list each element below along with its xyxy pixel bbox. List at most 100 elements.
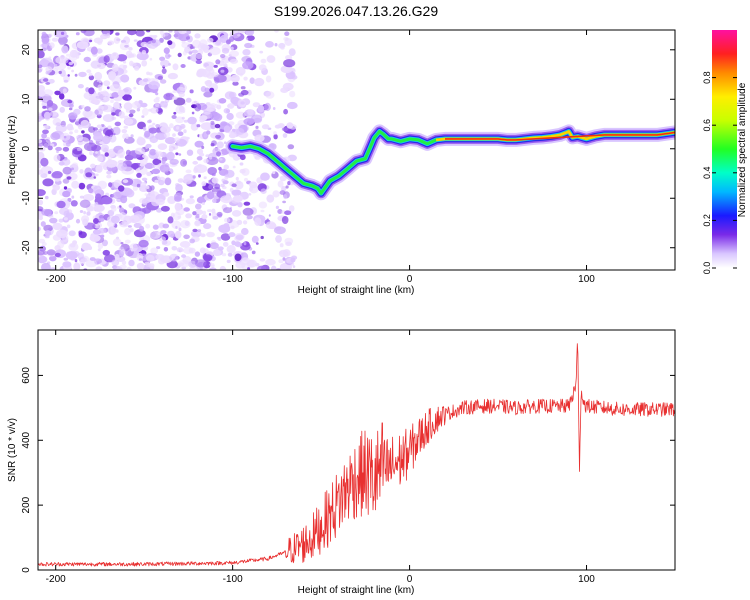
noise-speckle — [163, 247, 169, 252]
noise-speckle — [144, 193, 148, 196]
noise-speckle — [81, 104, 85, 109]
noise-speckle — [116, 54, 128, 62]
noise-speckle — [284, 31, 290, 36]
noise-speckle — [167, 72, 178, 80]
noise-speckle — [40, 173, 48, 178]
noise-speckle — [71, 167, 74, 171]
noise-speckle — [209, 242, 219, 250]
x-tick-label: 100 — [578, 274, 595, 285]
noise-speckle — [123, 115, 129, 120]
noise-speckle — [53, 154, 61, 162]
noise-speckle — [235, 261, 246, 269]
noise-speckle — [71, 69, 74, 73]
noise-speckle — [167, 196, 177, 204]
noise-speckle — [44, 230, 52, 237]
noise-speckle — [255, 125, 259, 129]
noise-speckle — [56, 229, 68, 239]
noise-speckle — [138, 239, 149, 248]
noise-speckle — [54, 252, 61, 258]
noise-speckle — [79, 195, 84, 199]
noise-speckle — [151, 39, 156, 44]
noise-speckle — [130, 248, 134, 252]
noise-speckle — [40, 43, 46, 48]
noise-speckle — [200, 44, 210, 51]
noise-speckle — [232, 195, 243, 203]
noise-speckle — [119, 212, 127, 221]
noise-speckle — [129, 227, 134, 233]
noise-speckle — [209, 46, 221, 56]
noise-speckle — [47, 45, 51, 49]
noise-speckle — [95, 266, 103, 270]
noise-speckle — [47, 33, 53, 38]
noise-speckle — [39, 214, 43, 218]
noise-speckle — [95, 193, 102, 201]
noise-speckle — [203, 223, 212, 230]
noise-speckle — [282, 257, 286, 261]
noise-speckle — [194, 259, 207, 268]
noise-speckle — [67, 99, 73, 104]
noise-speckle — [208, 184, 213, 190]
noise-speckle — [124, 239, 131, 244]
noise-speckle — [185, 198, 195, 205]
noise-speckle — [128, 53, 135, 58]
noise-speckle — [43, 78, 49, 82]
noise-speckle — [47, 170, 52, 174]
noise-speckle — [216, 104, 222, 110]
noise-speckle — [76, 135, 79, 139]
noise-speckle — [156, 207, 163, 213]
noise-speckle — [63, 79, 69, 83]
noise-speckle — [240, 101, 245, 105]
noise-speckle — [73, 262, 81, 270]
noise-speckle — [38, 50, 45, 59]
noise-speckle — [127, 225, 132, 228]
noise-speckle — [38, 226, 41, 232]
noise-speckle — [38, 112, 42, 117]
noise-speckle — [254, 77, 265, 87]
noise-speckle — [255, 242, 259, 245]
noise-speckle — [66, 53, 71, 57]
noise-speckle — [59, 42, 64, 46]
noise-speckle — [38, 114, 43, 122]
noise-speckle — [103, 127, 114, 136]
noise-speckle — [62, 190, 71, 198]
noise-speckle — [167, 54, 172, 58]
noise-speckle — [41, 133, 47, 139]
noise-speckle — [174, 230, 182, 239]
noise-speckle — [249, 187, 253, 192]
noise-speckle — [284, 237, 294, 245]
noise-speckle — [292, 265, 296, 268]
noise-speckle — [180, 159, 188, 167]
noise-speckle — [265, 75, 272, 83]
noise-speckle — [164, 177, 172, 186]
noise-speckle — [169, 123, 174, 129]
noise-speckle — [215, 39, 221, 46]
noise-speckle — [219, 158, 223, 161]
noise-speckle — [48, 79, 55, 84]
noise-speckle — [287, 144, 295, 150]
noise-speckle — [288, 205, 295, 212]
noise-speckle — [84, 106, 91, 112]
noise-speckle — [114, 253, 120, 261]
noise-speckle — [185, 213, 193, 219]
noise-speckle — [191, 49, 198, 54]
noise-speckle — [136, 172, 142, 178]
noise-speckle — [220, 233, 231, 241]
noise-speckle — [115, 32, 120, 36]
noise-speckle — [89, 150, 93, 156]
noise-speckle — [273, 131, 277, 135]
noise-speckle — [38, 151, 45, 160]
noise-speckle — [203, 254, 213, 261]
noise-speckle — [71, 195, 75, 199]
noise-speckle — [290, 257, 296, 263]
noise-speckle — [241, 227, 249, 236]
noise-speckle — [196, 156, 203, 161]
noise-speckle — [54, 211, 59, 215]
noise-speckle — [274, 124, 281, 129]
noise-speckle — [148, 81, 161, 90]
noise-speckle — [239, 168, 246, 174]
top-x-ticks: -200 -100 0 100 — [46, 30, 595, 285]
noise-speckle — [177, 259, 190, 268]
noise-speckle — [281, 127, 289, 132]
noise-speckle — [282, 133, 288, 138]
